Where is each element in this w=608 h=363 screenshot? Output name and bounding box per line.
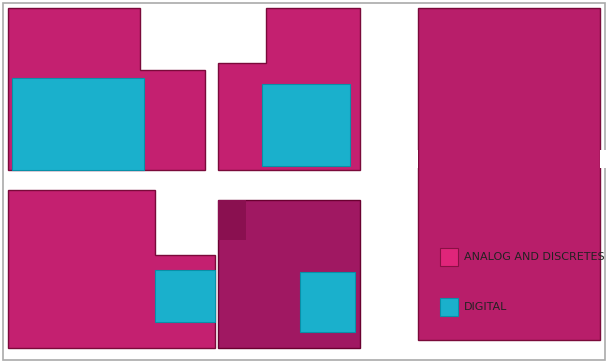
Polygon shape xyxy=(418,8,600,340)
Polygon shape xyxy=(218,200,246,240)
Bar xyxy=(600,150,608,168)
Polygon shape xyxy=(262,84,350,166)
Polygon shape xyxy=(300,272,355,332)
Polygon shape xyxy=(218,200,360,348)
Bar xyxy=(408,150,418,168)
Polygon shape xyxy=(8,190,215,348)
Bar xyxy=(440,298,458,316)
Text: ANALOG AND DISCRETES: ANALOG AND DISCRETES xyxy=(464,252,604,262)
Bar xyxy=(440,248,458,266)
Polygon shape xyxy=(155,270,215,322)
Polygon shape xyxy=(12,78,144,170)
Polygon shape xyxy=(218,8,360,170)
Text: DIGITAL: DIGITAL xyxy=(464,302,507,312)
Polygon shape xyxy=(8,8,205,170)
